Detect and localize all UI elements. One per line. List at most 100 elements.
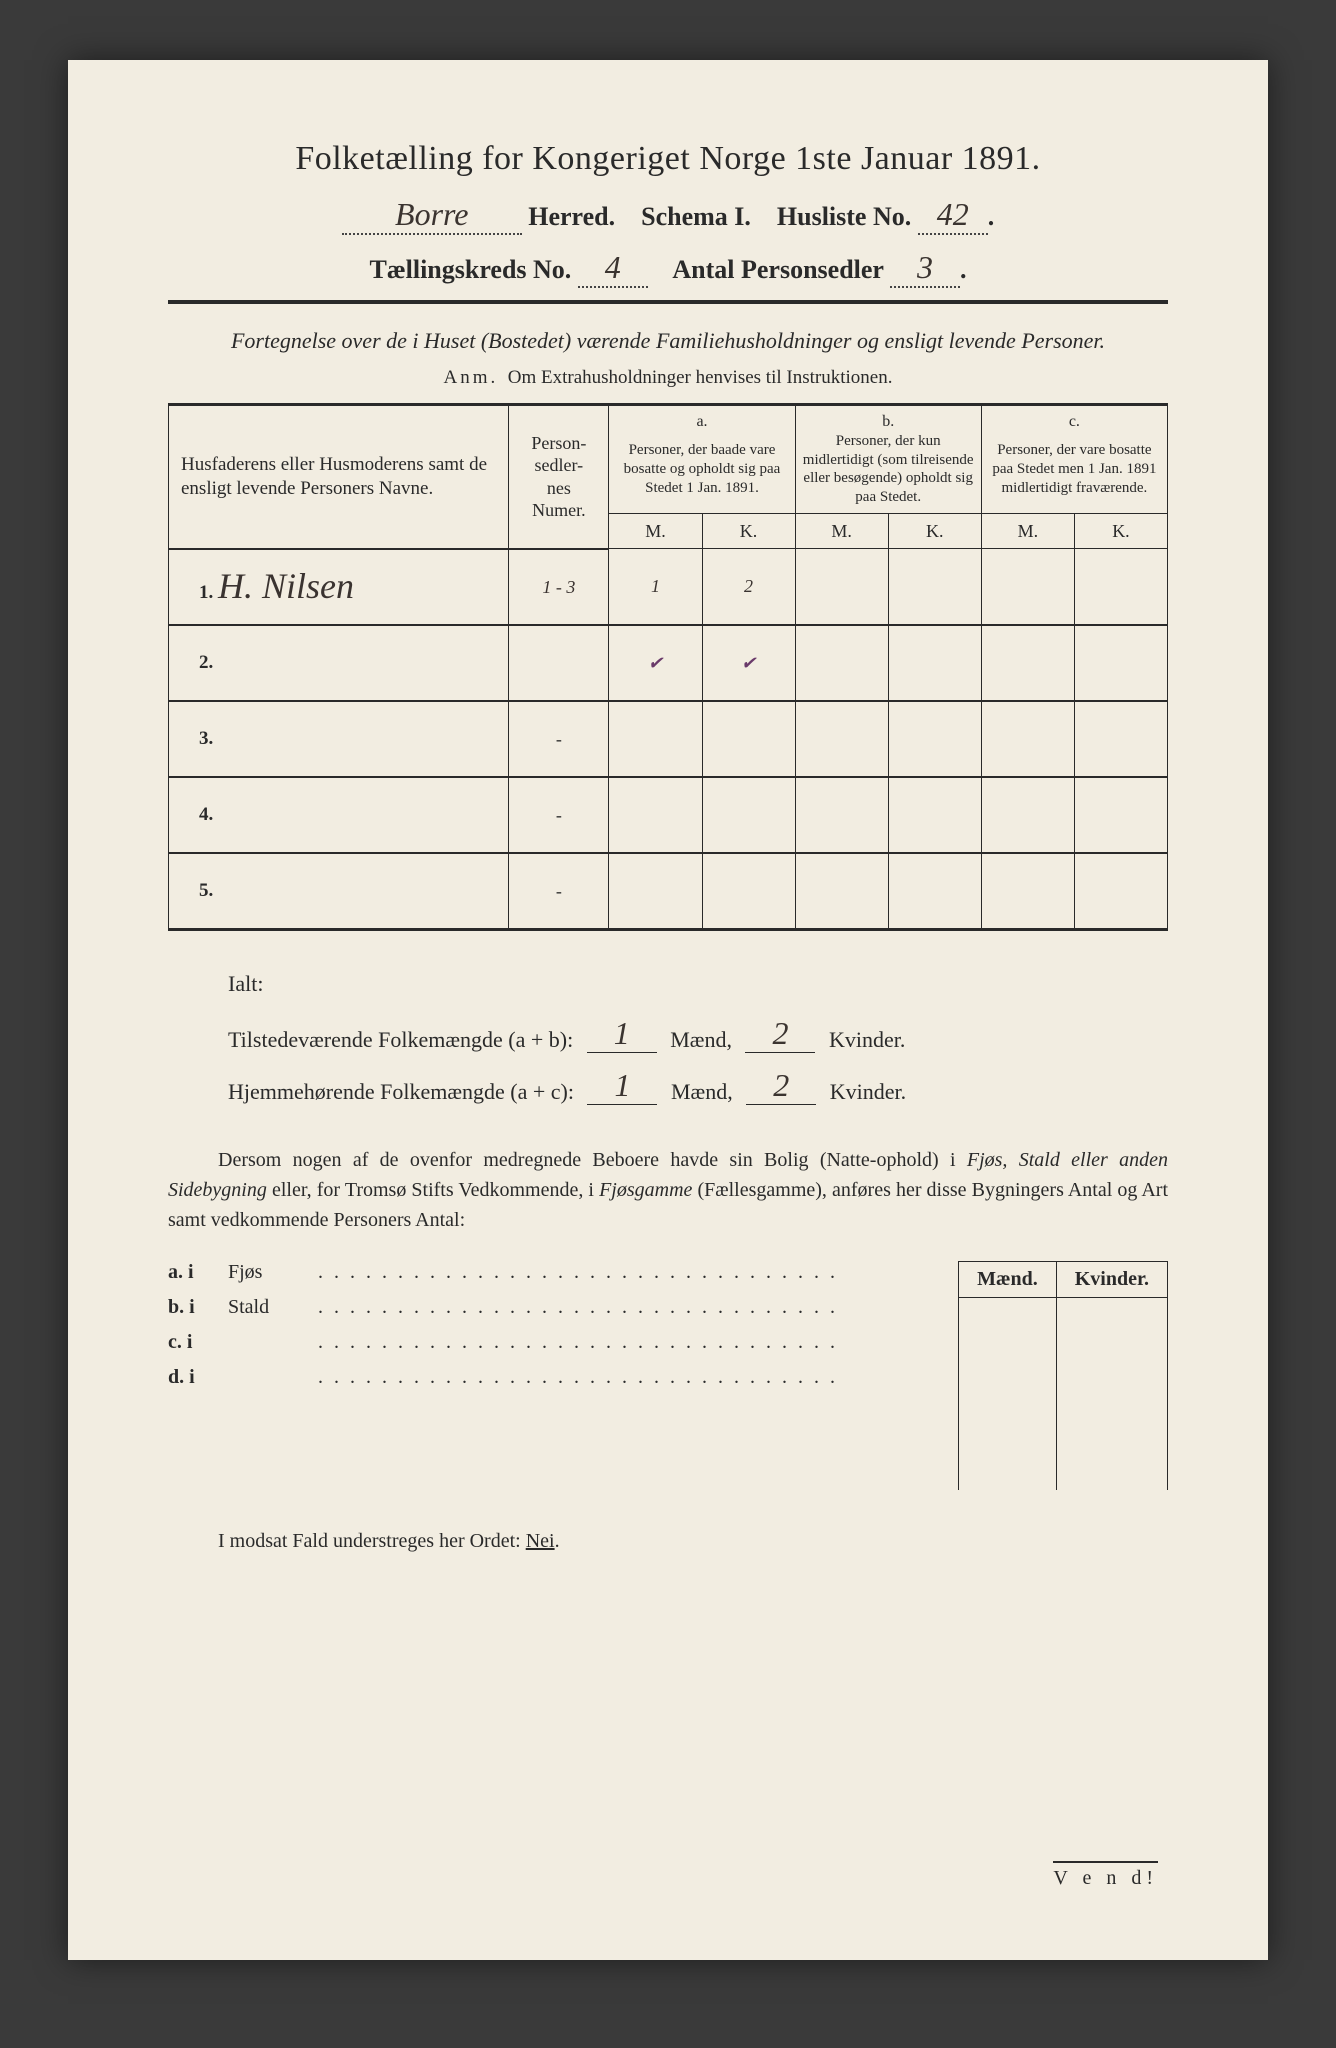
- row2-cK: [1074, 625, 1167, 701]
- item-c-lead: c. i: [168, 1331, 228, 1354]
- col-c-m: M.: [981, 513, 1074, 549]
- side-d-m: [959, 1442, 1057, 1490]
- herred-label: Herred.: [528, 202, 615, 231]
- totals-block: Ialt: Tilstedeværende Folkemængde (a + b…: [228, 971, 1168, 1105]
- row1-bM: [795, 549, 888, 625]
- side-a-m: [959, 1297, 1057, 1346]
- row1-bK: [888, 549, 981, 625]
- row3-cM: [981, 701, 1074, 777]
- divider-top: [168, 300, 1168, 304]
- row1-num: 1 - 3: [509, 549, 609, 625]
- row4-cK: [1074, 777, 1167, 853]
- row4-aK: [702, 777, 795, 853]
- list-item: b. iStald. . . . . . . . . . . . . . . .…: [168, 1296, 938, 1319]
- col-number-header: Person- sedler- nes Numer.: [509, 404, 609, 549]
- col-name-header: Husfaderens eller Husmoderens samt de en…: [169, 404, 509, 549]
- row3-aK: [702, 701, 795, 777]
- row4-bK: [888, 777, 981, 853]
- header-line-1: Borre Herred. Schema I. Husliste No. 42.: [168, 196, 1168, 235]
- item-d-lead: d. i: [168, 1366, 228, 1389]
- para-t1: Dersom nogen af de ovenfor medregnede Be…: [218, 1149, 967, 1171]
- side-c-m: [959, 1394, 1057, 1442]
- row4-aM: [609, 777, 702, 853]
- totals-l2-k: 2: [773, 1067, 789, 1104]
- totals-line-2: Hjemmehørende Folkemængde (a + c): 1 Mæn…: [228, 1067, 1168, 1105]
- row2-bM: [795, 625, 888, 701]
- row3-cK: [1074, 701, 1167, 777]
- row3-aM: [609, 701, 702, 777]
- husliste-field: 42: [918, 196, 988, 235]
- totals-l1-k: 2: [772, 1015, 788, 1052]
- totals-l1-m-field: 1: [587, 1015, 657, 1053]
- anm-line: Anm. Om Extrahusholdninger henvises til …: [168, 367, 1168, 389]
- anm-text: Om Extrahusholdninger henvises til Instr…: [508, 367, 893, 388]
- row-number: 3.: [181, 728, 213, 749]
- row2-num: [509, 625, 609, 701]
- totals-l1-m: 1: [614, 1015, 630, 1052]
- census-form-page: Folketælling for Kongeriget Norge 1ste J…: [68, 60, 1268, 1960]
- item-a-dots: . . . . . . . . . . . . . . . . . . . . …: [318, 1261, 838, 1283]
- item-c-dots: . . . . . . . . . . . . . . . . . . . . …: [318, 1331, 838, 1353]
- anm-label: Anm.: [444, 367, 499, 388]
- row1-aK: 2: [702, 549, 795, 625]
- personsedler-value: 3: [917, 249, 933, 286]
- para-t2: eller, for Tromsø Stifts Vedkommende, i: [267, 1179, 599, 1201]
- row-name: H. Nilsen: [218, 566, 354, 606]
- table-row: 2. ✔ ✔: [169, 625, 1168, 701]
- para-em2: Fjøsgamme: [599, 1179, 692, 1201]
- col-a-m: M.: [609, 513, 702, 549]
- totals-l2-label: Hjemmehørende Folkemængde (a + c):: [228, 1079, 574, 1104]
- side-d-k: [1056, 1442, 1167, 1490]
- row2-name-cell: 2.: [169, 625, 509, 701]
- side-building-list: a. iFjøs. . . . . . . . . . . . . . . . …: [168, 1261, 938, 1490]
- col-a-desc: Personer, der baade vare bosatte og opho…: [609, 432, 795, 514]
- side-b-k: [1056, 1346, 1167, 1394]
- col-a-k: K.: [702, 513, 795, 549]
- side-kvinder-header: Kvinder.: [1056, 1261, 1167, 1297]
- row4-bM: [795, 777, 888, 853]
- table-row: 5. -: [169, 853, 1168, 930]
- nei-line: I modsat Fald understreges her Ordet: Ne…: [168, 1530, 1168, 1553]
- side-maend-header: Mænd.: [959, 1261, 1057, 1297]
- husliste-label: Husliste No.: [777, 202, 911, 231]
- row3-bK: [888, 701, 981, 777]
- totals-l2-m: 1: [614, 1067, 630, 1104]
- personsedler-label: Antal Personsedler: [672, 255, 883, 284]
- row3-bM: [795, 701, 888, 777]
- table-row: 3. -: [169, 701, 1168, 777]
- row5-bM: [795, 853, 888, 930]
- item-b-label: Stald: [228, 1296, 318, 1319]
- row-number: 4.: [181, 804, 213, 825]
- row1-cM: [981, 549, 1074, 625]
- side-building-paragraph: Dersom nogen af de ovenfor medregnede Be…: [168, 1145, 1168, 1235]
- table-row: 4. -: [169, 777, 1168, 853]
- col-b-k: K.: [888, 513, 981, 549]
- totals-l1-label: Tilstedeværende Folkemængde (a + b):: [228, 1027, 573, 1052]
- row2-bK: [888, 625, 981, 701]
- list-item: d. i. . . . . . . . . . . . . . . . . . …: [168, 1366, 938, 1389]
- maend-label-2: Mænd,: [671, 1079, 733, 1104]
- side-building-block: a. iFjøs. . . . . . . . . . . . . . . . …: [168, 1261, 1168, 1490]
- row2-aK: ✔: [702, 625, 795, 701]
- col-b-desc: Personer, der kun midlertidigt (som tilr…: [795, 432, 981, 514]
- col-c-desc: Personer, der vare bosatte paa Stedet me…: [981, 432, 1167, 514]
- period1: .: [988, 202, 995, 231]
- personsedler-field: 3: [890, 249, 960, 288]
- totals-l2-k-field: 2: [746, 1067, 816, 1105]
- list-item: c. i . . . . . . . . . . . . . . . . . . …: [168, 1331, 938, 1354]
- ialt-label: Ialt:: [228, 971, 1168, 997]
- row4-num: -: [509, 777, 609, 853]
- col-c-letter: c.: [981, 404, 1167, 432]
- item-b-lead: b. i: [168, 1296, 228, 1319]
- nei-period: .: [555, 1530, 560, 1552]
- row5-num: -: [509, 853, 609, 930]
- household-table: Husfaderens eller Husmoderens samt de en…: [168, 403, 1168, 931]
- side-a-k: [1056, 1297, 1167, 1346]
- table-row: 1. H. Nilsen 1 - 3 1 2: [169, 549, 1168, 625]
- row5-aK: [702, 853, 795, 930]
- row-number: 1.: [181, 582, 213, 603]
- col-b-letter: b.: [795, 404, 981, 432]
- row1-cK: [1074, 549, 1167, 625]
- herred-field: Borre: [342, 196, 522, 235]
- vend-label: V e n d!: [1053, 1861, 1158, 1890]
